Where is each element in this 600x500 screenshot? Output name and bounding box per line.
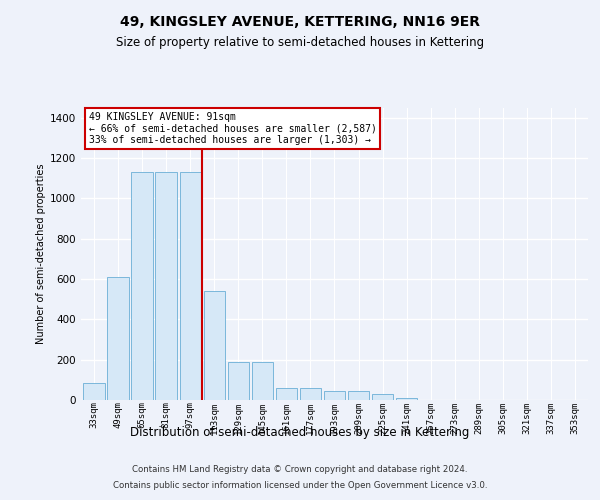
Bar — [251, 362, 273, 400]
Text: Distribution of semi-detached houses by size in Kettering: Distribution of semi-detached houses by … — [130, 426, 470, 439]
Bar — [203, 291, 225, 400]
Bar — [348, 391, 370, 400]
Bar — [227, 362, 249, 400]
Bar — [323, 391, 346, 400]
Y-axis label: Number of semi-detached properties: Number of semi-detached properties — [36, 164, 46, 344]
Text: 49, KINGSLEY AVENUE, KETTERING, NN16 9ER: 49, KINGSLEY AVENUE, KETTERING, NN16 9ER — [120, 16, 480, 30]
Bar — [155, 172, 177, 400]
Text: Contains HM Land Registry data © Crown copyright and database right 2024.: Contains HM Land Registry data © Crown c… — [132, 466, 468, 474]
Bar — [107, 277, 129, 400]
Bar — [179, 172, 201, 400]
Text: Size of property relative to semi-detached houses in Kettering: Size of property relative to semi-detach… — [116, 36, 484, 49]
Bar — [396, 398, 418, 400]
Bar — [372, 394, 394, 400]
Text: 49 KINGSLEY AVENUE: 91sqm
← 66% of semi-detached houses are smaller (2,587)
33% : 49 KINGSLEY AVENUE: 91sqm ← 66% of semi-… — [89, 112, 376, 145]
Bar — [275, 388, 297, 400]
Bar — [131, 172, 153, 400]
Text: Contains public sector information licensed under the Open Government Licence v3: Contains public sector information licen… — [113, 480, 487, 490]
Bar — [83, 383, 105, 400]
Bar — [299, 388, 321, 400]
